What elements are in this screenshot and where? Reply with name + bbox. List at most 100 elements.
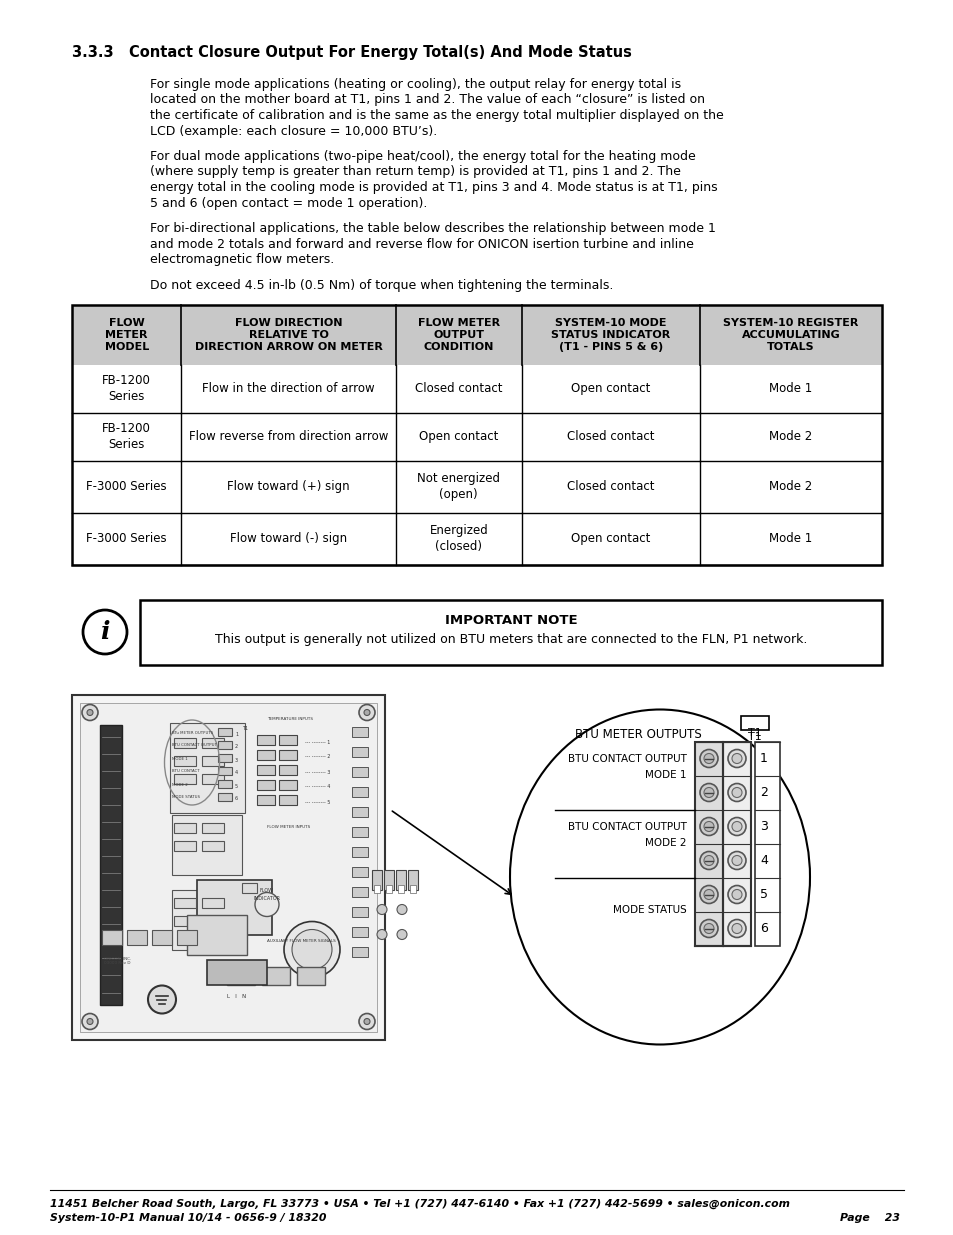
Circle shape (700, 920, 718, 937)
Bar (218, 779, 232, 788)
Bar (207, 960, 267, 984)
Bar (256, 764, 274, 774)
Text: MODE 1: MODE 1 (645, 771, 686, 781)
Bar (71, 305, 882, 564)
Circle shape (727, 920, 745, 937)
Text: INDICATOR: INDICATOR (253, 897, 280, 902)
Text: Closed contact: Closed contact (566, 430, 654, 443)
Text: 4: 4 (760, 853, 767, 867)
Bar (408, 869, 417, 889)
Text: MODE 2: MODE 2 (172, 783, 188, 787)
Text: 11451 Belcher Road South, Largo, FL 33773 • USA • Tel +1 (727) 447-6140 • Fax +1: 11451 Belcher Road South, Largo, FL 3377… (50, 1199, 789, 1209)
Bar (352, 746, 368, 757)
Text: Flow reverse from direction arrow: Flow reverse from direction arrow (189, 430, 388, 443)
Bar (256, 794, 274, 804)
Text: This output is generally not utilized on BTU meters that are connected to the FL: This output is generally not utilized on… (214, 634, 806, 646)
Bar (202, 823, 224, 832)
Text: Flow toward (+) sign: Flow toward (+) sign (227, 480, 350, 493)
Bar (256, 779, 274, 789)
Circle shape (358, 1014, 375, 1030)
Text: i: i (100, 620, 110, 643)
Text: BTU CONTACT OUTPUT: BTU CONTACT OUTPUT (172, 743, 216, 747)
Text: FLOW
METER
MODEL: FLOW METER MODEL (105, 317, 149, 352)
Bar (187, 914, 247, 955)
Text: Open contact: Open contact (570, 382, 650, 395)
Bar (722, 741, 750, 946)
Bar (173, 898, 195, 908)
Text: Flow in the direction of arrow: Flow in the direction of arrow (202, 382, 375, 395)
Bar (352, 787, 368, 797)
Bar (352, 946, 368, 956)
Text: F-3000 Series: F-3000 Series (87, 480, 167, 493)
Bar (256, 735, 274, 745)
Bar (202, 756, 224, 766)
Circle shape (703, 856, 713, 866)
Text: MODE 2: MODE 2 (645, 839, 686, 848)
Text: AUXILIARY FLOW METER SIGNALS: AUXILIARY FLOW METER SIGNALS (267, 940, 335, 944)
Bar (172, 889, 242, 950)
Text: --- -------- 1: --- -------- 1 (305, 740, 330, 745)
Text: FLOW METER
OUTPUT
CONDITION: FLOW METER OUTPUT CONDITION (417, 317, 499, 352)
Bar (352, 846, 368, 857)
Text: MODE 1: MODE 1 (172, 757, 188, 761)
Bar (177, 930, 196, 945)
Bar (218, 793, 232, 800)
Circle shape (700, 885, 718, 904)
Circle shape (396, 930, 407, 940)
Bar (202, 915, 224, 925)
Text: For dual mode applications (two-pipe heat/cool), the energy total for the heatin: For dual mode applications (two-pipe hea… (150, 149, 695, 163)
Circle shape (700, 750, 718, 767)
Bar (352, 926, 368, 936)
Bar (71, 305, 882, 364)
Text: FLOW METER INPUTS: FLOW METER INPUTS (267, 825, 310, 829)
Bar (386, 884, 392, 893)
Bar (278, 750, 296, 760)
Bar (173, 915, 195, 925)
Bar (352, 867, 368, 877)
Bar (202, 841, 224, 851)
Text: For bi-directional applications, the table below describes the relationship betw: For bi-directional applications, the tab… (150, 222, 715, 235)
Text: 6: 6 (760, 923, 767, 935)
Circle shape (148, 986, 175, 1014)
Bar (140, 599, 882, 664)
Circle shape (376, 904, 387, 914)
Circle shape (358, 704, 375, 720)
Bar (278, 764, 296, 774)
Circle shape (727, 885, 745, 904)
Bar (278, 779, 296, 789)
Text: electromagnetic flow meters.: electromagnetic flow meters. (150, 253, 334, 266)
Text: Flow toward (-) sign: Flow toward (-) sign (230, 532, 347, 545)
Text: SYSTEM-10 MODE
STATUS INDICATOR
(T1 - PINS 5 & 6): SYSTEM-10 MODE STATUS INDICATOR (T1 - PI… (551, 317, 670, 352)
Circle shape (292, 930, 332, 969)
Bar (218, 727, 232, 736)
Circle shape (82, 1014, 98, 1030)
Text: Closed contact: Closed contact (566, 480, 654, 493)
Text: System-10-P1 Manual 10/14 - 0656-9 / 18320: System-10-P1 Manual 10/14 - 0656-9 / 183… (50, 1213, 326, 1223)
Bar (410, 884, 416, 893)
Text: 5 and 6 (open contact = mode 1 operation).: 5 and 6 (open contact = mode 1 operation… (150, 196, 427, 210)
Bar (227, 967, 254, 984)
Bar (172, 815, 242, 874)
Bar (202, 737, 224, 747)
Bar (172, 730, 242, 799)
Text: LCD (example: each closure = 10,000 BTU’s).: LCD (example: each closure = 10,000 BTU’… (150, 125, 436, 137)
Text: Mode 1: Mode 1 (768, 532, 812, 545)
Circle shape (364, 1019, 370, 1025)
Text: 5: 5 (234, 783, 238, 788)
Text: BTU CONTACT: BTU CONTACT (172, 769, 199, 773)
Text: ONICON, INC.: ONICON, INC. (104, 957, 132, 962)
Text: Open contact: Open contact (570, 532, 650, 545)
Bar (127, 930, 147, 945)
Text: BTU CONTACT OUTPUT: BTU CONTACT OUTPUT (568, 823, 686, 832)
Text: For single mode applications (heating or cooling), the output relay for energy t: For single mode applications (heating or… (150, 78, 680, 91)
Bar (170, 722, 245, 813)
Bar (397, 884, 403, 893)
Circle shape (700, 818, 718, 836)
Text: --- -------- 5: --- -------- 5 (305, 799, 330, 804)
Bar (242, 883, 256, 893)
Bar (262, 967, 290, 984)
Text: FB-1200
Series: FB-1200 Series (102, 374, 151, 403)
Circle shape (700, 783, 718, 802)
Bar (695, 741, 722, 946)
Text: 6: 6 (234, 797, 238, 802)
